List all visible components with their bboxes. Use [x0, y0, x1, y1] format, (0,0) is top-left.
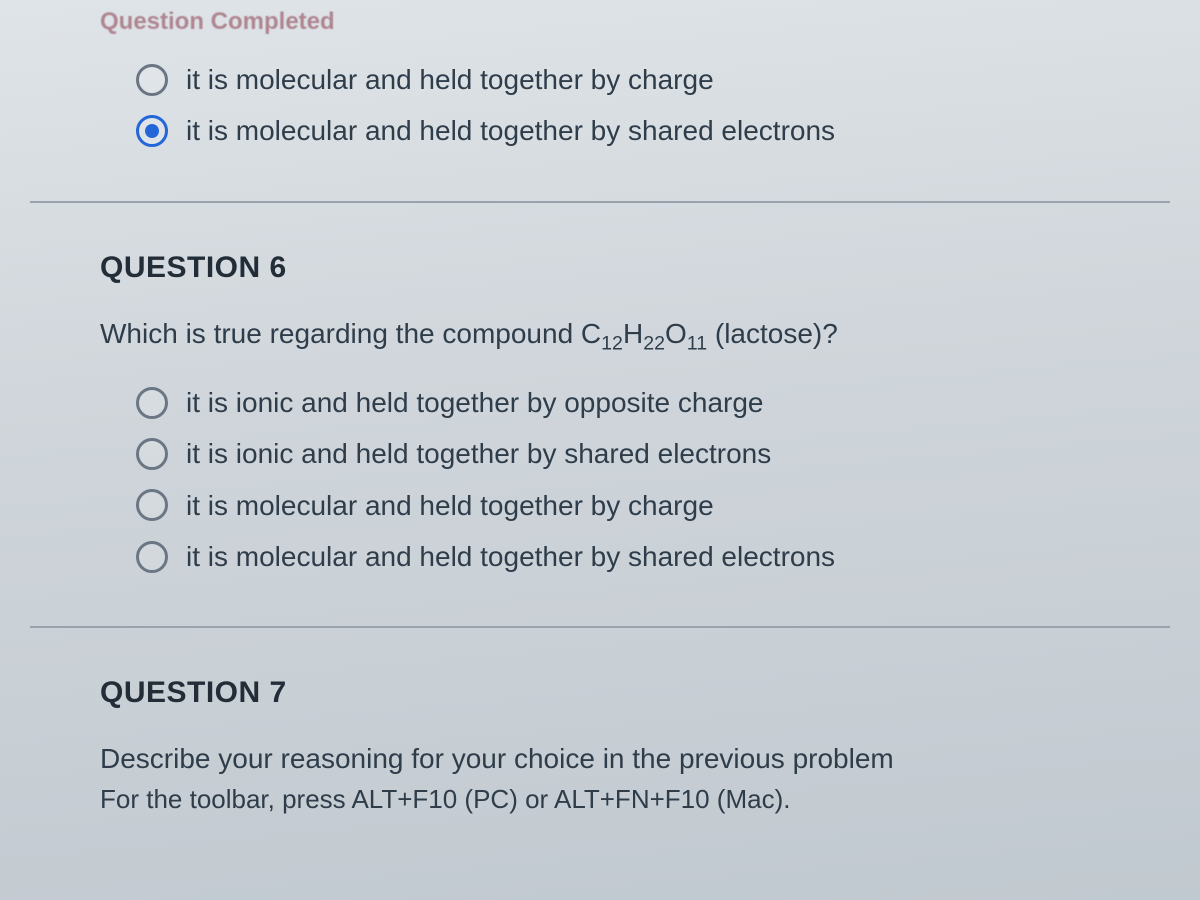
option-label: it is molecular and held together by sha… [186, 535, 835, 578]
formula-sub: 22 [643, 332, 665, 354]
option-label: it is molecular and held together by sha… [186, 109, 835, 152]
radio-option[interactable]: it is ionic and held together by shared … [136, 432, 1100, 475]
radio-option[interactable]: it is molecular and held together by sha… [136, 535, 1100, 578]
formula-sub: 12 [601, 332, 623, 354]
question-6-block: QUESTION 6 Which is true regarding the c… [30, 203, 1170, 629]
radio-unchecked-icon [136, 541, 168, 573]
toolbar-hint: For the toolbar, press ALT+F10 (PC) or A… [100, 784, 1100, 815]
question-heading: QUESTION 6 [100, 251, 1100, 285]
question-heading: QUESTION 7 [100, 676, 1100, 710]
radio-option[interactable]: it is molecular and held together by sha… [136, 109, 1100, 152]
question-prompt: Describe your reasoning for your choice … [100, 740, 1100, 778]
partial-header-text: Question Completed [30, 0, 1170, 50]
radio-unchecked-icon [136, 64, 168, 96]
radio-unchecked-icon [136, 489, 168, 521]
question-7-block: QUESTION 7 Describe your reasoning for y… [30, 628, 1170, 815]
formula-mid: O [665, 318, 687, 349]
radio-option[interactable]: it is molecular and held together by cha… [136, 58, 1100, 101]
prompt-prefix: Which is true regarding the compound C [100, 318, 601, 349]
radio-option[interactable]: it is molecular and held together by cha… [136, 484, 1100, 527]
radio-option[interactable]: it is ionic and held together by opposit… [136, 381, 1100, 424]
option-label: it is ionic and held together by shared … [186, 432, 771, 475]
formula-mid: H [623, 318, 643, 349]
question-prompt: Which is true regarding the compound C12… [100, 315, 1100, 357]
radio-unchecked-icon [136, 387, 168, 419]
radio-unchecked-icon [136, 438, 168, 470]
previous-question-tail: it is molecular and held together by cha… [30, 58, 1170, 203]
option-label: it is molecular and held together by cha… [186, 484, 714, 527]
formula-sub: 11 [687, 332, 707, 354]
option-label: it is molecular and held together by cha… [186, 58, 714, 101]
radio-checked-icon [136, 115, 168, 147]
option-label: it is ionic and held together by opposit… [186, 381, 764, 424]
prompt-suffix: (lactose)? [707, 318, 838, 349]
